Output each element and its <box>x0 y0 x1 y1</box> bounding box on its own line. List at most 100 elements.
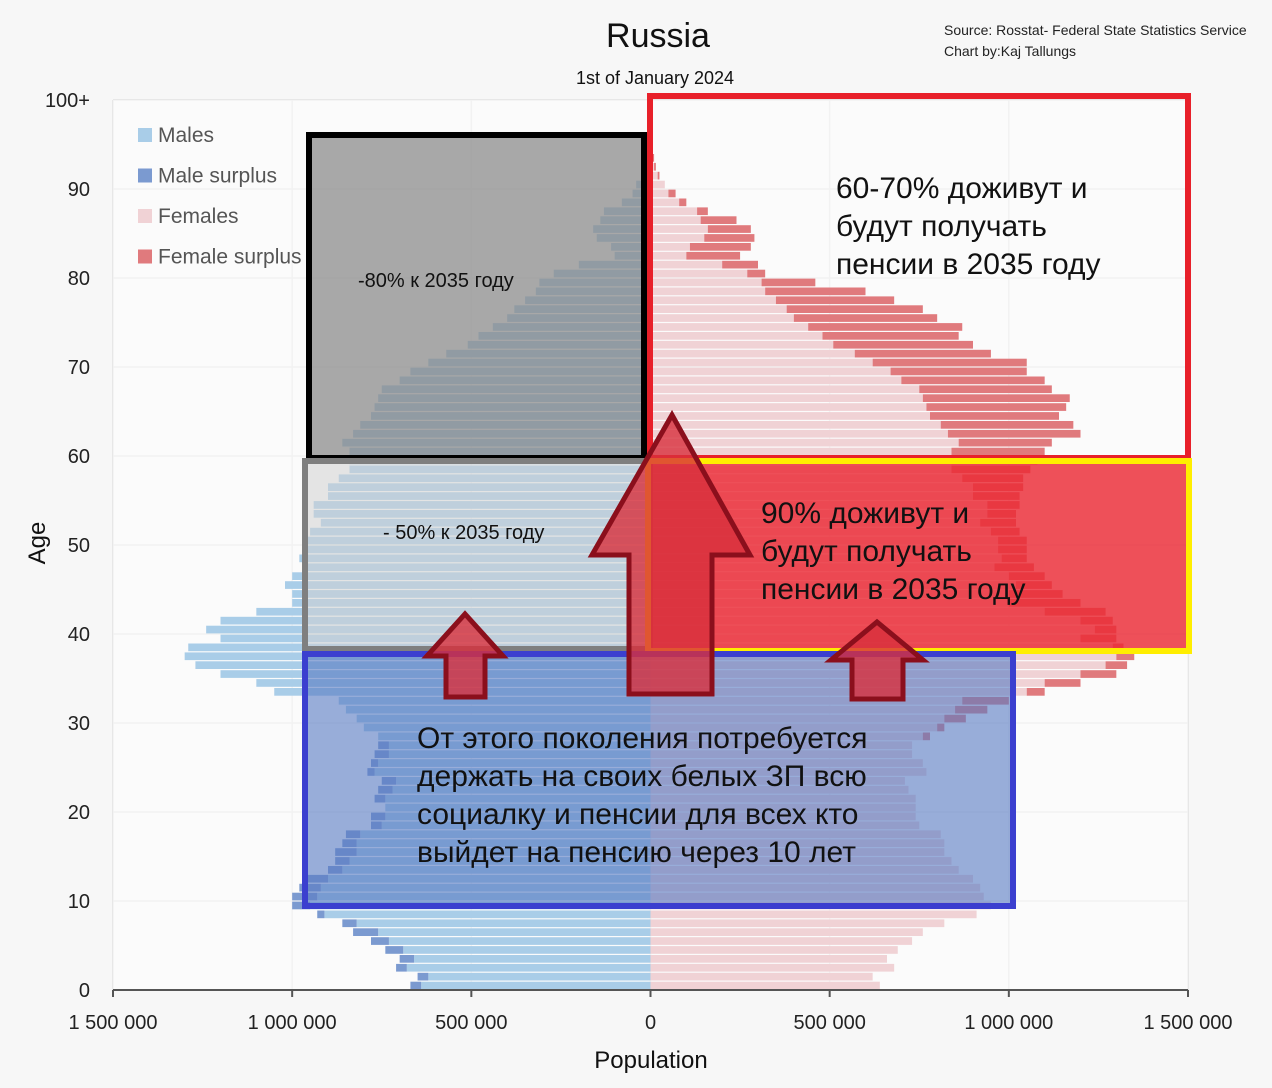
female-bar <box>650 198 680 207</box>
big-up-arrow <box>587 409 755 697</box>
red-box-note-line-3: пенсии в 2035 году <box>836 248 1101 281</box>
female-surplus-bar <box>654 162 656 171</box>
y-axis-title: Age <box>24 522 51 565</box>
legend-label: Females <box>158 205 239 228</box>
female-bar <box>650 269 748 278</box>
male-surplus-bar <box>399 955 414 963</box>
female-bar <box>650 972 873 981</box>
x-tick-label: 500 000 <box>435 1012 507 1034</box>
female-surplus-bar <box>679 198 687 207</box>
male-surplus-bar <box>385 946 404 954</box>
female-bar <box>650 243 690 251</box>
female-bar <box>650 332 823 340</box>
female-bar <box>650 207 698 216</box>
x-axis-title: Population <box>594 1047 707 1074</box>
legend-swatch <box>138 168 152 183</box>
male-surplus-bar <box>317 910 325 919</box>
blue-box-note-line-1: От этого поколения потребуется <box>417 722 868 755</box>
female-bar <box>650 358 873 367</box>
female-bar <box>650 438 959 447</box>
legend-swatch <box>138 128 152 142</box>
female-surplus-bar <box>786 305 923 313</box>
female-surplus-bar <box>707 225 751 233</box>
female-surplus-bar <box>1044 679 1081 687</box>
blue-box-note-line-2: держать на своих белых ЗП всю <box>417 760 867 793</box>
legend: Males Male surplus Females Female surplus <box>138 124 302 269</box>
female-bar <box>650 394 923 402</box>
y-tick-label: 50 <box>68 535 90 557</box>
female-surplus-bar <box>808 323 963 331</box>
female-surplus-bar <box>890 367 1027 376</box>
female-bar <box>650 189 669 198</box>
female-bar <box>650 412 930 420</box>
female-surplus-bar <box>765 287 866 296</box>
y-tick-label: 0 <box>79 980 90 1002</box>
female-bar <box>650 287 766 296</box>
female-bar <box>650 946 898 954</box>
yellow-box-note-line-3: пенсии в 2035 году <box>761 573 1026 606</box>
female-surplus-bar <box>657 171 660 180</box>
legend-swatch <box>138 249 152 264</box>
female-bar <box>650 340 834 349</box>
female-surplus-bar <box>940 421 1074 429</box>
female-surplus-bar <box>930 412 1059 420</box>
female-bar <box>650 963 895 972</box>
male-surplus-bar <box>417 972 429 981</box>
female-surplus-bar <box>1026 688 1045 696</box>
female-surplus-bar <box>926 403 1067 411</box>
y-tick-label: 90 <box>68 179 90 201</box>
male-bar <box>403 946 651 954</box>
y-tick-label: 60 <box>68 446 90 468</box>
red-box-note-line-2: будут получать <box>836 210 1047 243</box>
female-bar <box>650 234 705 242</box>
male-surplus-bar <box>292 901 311 910</box>
legend-swatch <box>138 209 152 223</box>
female-bar <box>650 919 945 928</box>
male-surplus-bar <box>342 919 357 928</box>
male-bar <box>414 955 651 963</box>
legend-label: Male surplus <box>158 165 277 188</box>
male-surplus-bar <box>371 937 389 945</box>
y-tick-label: 70 <box>68 357 90 379</box>
female-surplus-bar <box>872 358 1027 367</box>
x-tick-label: 500 000 <box>794 1012 866 1034</box>
female-bar <box>650 251 687 260</box>
female-bar <box>650 171 658 180</box>
x-tick-label: 1 000 000 <box>964 1012 1053 1034</box>
female-bar <box>650 421 941 429</box>
male-surplus-bar <box>396 963 407 972</box>
female-surplus-bar <box>1105 661 1128 669</box>
female-bar <box>650 928 923 936</box>
female-surplus-bar <box>722 260 758 269</box>
yellow-box-note-line-1: 90% доживут и <box>761 497 969 530</box>
male-bar <box>378 928 651 936</box>
female-bar <box>650 180 665 189</box>
female-surplus-bar <box>1080 670 1117 678</box>
female-bar <box>650 260 723 269</box>
male-bar <box>428 972 651 981</box>
male-bar <box>406 963 651 972</box>
female-surplus-bar <box>958 438 1052 447</box>
legend-label: Males <box>158 124 214 147</box>
black-annotation-box <box>306 132 647 461</box>
axes: 1 500 000 1 000 000 500 000 0 500 000 1 000 0… <box>45 90 1233 1034</box>
female-surplus-bar <box>822 332 959 340</box>
female-bar <box>650 910 977 919</box>
male-bar <box>324 910 651 919</box>
female-bar <box>650 981 880 990</box>
chart-subtitle: 1st of January 2024 <box>576 68 734 88</box>
right-up-arrow <box>824 618 930 702</box>
female-surplus-bar <box>922 394 1070 402</box>
female-surplus-bar <box>700 216 737 224</box>
y-tick-label: 30 <box>68 713 90 735</box>
blue-box-note-line-3: социалку и пенсии для всех кто <box>417 798 859 831</box>
female-surplus-bar <box>919 385 1052 394</box>
female-surplus-bar <box>668 189 676 198</box>
x-tick-label: 1 000 000 <box>248 1012 337 1034</box>
female-surplus-bar <box>901 376 1045 385</box>
yellow-box-note-line-2: будут получать <box>761 535 972 568</box>
female-bar <box>650 349 855 358</box>
female-bar <box>650 447 952 456</box>
female-surplus-bar <box>761 278 816 287</box>
